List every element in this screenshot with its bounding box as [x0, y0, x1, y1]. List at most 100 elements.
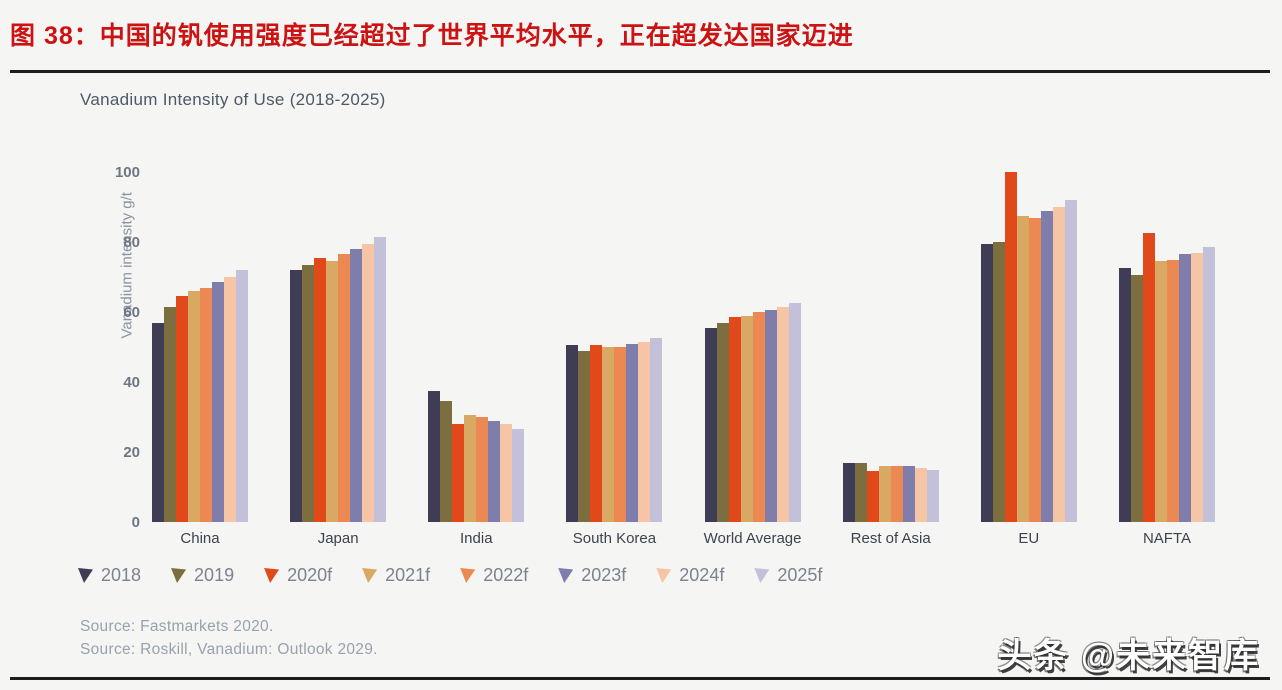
bar-2022f — [476, 417, 489, 522]
legend-item-2021f: 2021f — [362, 565, 430, 586]
bar-group-eu — [980, 150, 1077, 522]
y-tick-label: 0 — [131, 514, 140, 531]
bar-2022f — [200, 287, 212, 522]
x-category-label: India — [460, 530, 493, 547]
legend-triangle-marker-icon — [78, 568, 93, 583]
y-tick-label: 100 — [114, 164, 140, 181]
bar-2024f — [776, 306, 789, 522]
bar-2024f — [362, 243, 375, 522]
bar-2019 — [992, 242, 1005, 522]
legend-triangle-marker-icon — [754, 568, 770, 583]
x-category-label: EU — [1018, 530, 1040, 547]
bar-chart-plot-area — [152, 150, 1215, 522]
bar-2020f — [1004, 172, 1017, 522]
header-divider-line — [10, 70, 1270, 73]
bar-2024f — [1052, 207, 1065, 522]
bar-2022f — [338, 254, 351, 522]
figure-title: 图 38：中国的钒使用强度已经超过了世界平均水平，正在超发达国家迈进 — [10, 22, 854, 50]
x-category-label: NAFTA — [1142, 530, 1192, 547]
source-line-2: Source: Roskill, Vanadium: Outlook 2029. — [80, 641, 378, 658]
legend-item-2022f: 2022f — [460, 565, 528, 586]
bar-2021f — [878, 466, 891, 522]
bar-2025f — [926, 469, 939, 522]
legend-label: 2021f — [385, 565, 431, 585]
legend-triangle-marker-icon — [558, 568, 574, 583]
legend-item-2024f: 2024f — [656, 565, 724, 586]
bar-2023f — [764, 310, 777, 522]
bar-2023f — [1040, 210, 1053, 522]
bar-2018 — [1118, 268, 1131, 522]
bar-2025f — [788, 303, 801, 522]
bar-2018 — [428, 390, 441, 522]
bar-2023f — [902, 466, 915, 522]
bar-2023f — [626, 343, 639, 522]
bar-2022f — [1028, 217, 1041, 522]
bar-2021f — [188, 291, 200, 522]
legend-label: 2024f — [679, 565, 725, 585]
bar-2022f — [1166, 259, 1179, 522]
footer-divider-line — [10, 677, 1270, 680]
bar-2021f — [464, 415, 477, 522]
bar-2025f — [1202, 247, 1215, 522]
legend-label: 2025f — [777, 565, 823, 585]
legend-item-2018: 2018 — [78, 565, 141, 586]
legend-item-2020f: 2020f — [264, 565, 332, 586]
bar-2023f — [1178, 254, 1191, 522]
bar-2024f — [914, 467, 927, 522]
legend-label: 2022f — [483, 565, 529, 585]
bar-2023f — [488, 420, 501, 522]
bar-2019 — [440, 401, 453, 522]
x-category-label: World Average — [703, 530, 802, 547]
bar-2021f — [602, 347, 615, 522]
bar-group-south-korea — [566, 150, 663, 522]
bar-group-japan — [290, 150, 387, 522]
bar-2020f — [314, 257, 327, 522]
source-line-1: Source: Fastmarkets 2020. — [80, 618, 274, 635]
bar-2025f — [236, 270, 248, 522]
bar-2019 — [302, 264, 315, 522]
x-category-label: Japan — [317, 530, 359, 547]
bar-2023f — [212, 282, 224, 522]
bar-2018 — [704, 327, 717, 522]
bar-group-china — [152, 150, 248, 522]
bar-2018 — [290, 270, 303, 522]
bar-group-world-average — [704, 150, 801, 522]
bar-2025f — [512, 429, 525, 522]
legend-triangle-marker-icon — [362, 568, 378, 583]
bar-2020f — [452, 424, 465, 522]
bar-2024f — [500, 424, 513, 522]
bar-2019 — [716, 322, 729, 522]
bar-2021f — [1154, 261, 1167, 522]
watermark-text: 头条 @未来智库 — [997, 637, 1260, 675]
legend-item-2019: 2019 — [171, 565, 234, 586]
y-tick-label: 80 — [123, 234, 140, 251]
x-category-label: Rest of Asia — [850, 530, 931, 547]
legend-triangle-marker-icon — [264, 568, 280, 583]
bar-2024f — [224, 277, 236, 522]
bar-2024f — [1190, 252, 1203, 522]
bar-2022f — [890, 466, 903, 522]
legend-label: 2018 — [101, 565, 142, 585]
bar-group-india — [428, 150, 525, 522]
x-axis-category-labels: China Japan India South Korea World Average R… — [152, 530, 1215, 547]
legend-item-2025f: 2025f — [754, 565, 822, 586]
y-tick-label: 20 — [123, 444, 140, 461]
bar-2020f — [1142, 233, 1155, 522]
legend-label: 2020f — [287, 565, 333, 585]
bar-2022f — [752, 312, 765, 522]
bar-2025f — [374, 236, 387, 522]
y-tick-label: 60 — [123, 304, 140, 321]
legend-triangle-marker-icon — [171, 568, 187, 583]
bar-2020f — [728, 317, 741, 522]
x-category-label: South Korea — [572, 530, 657, 547]
x-category-label: China — [180, 530, 220, 547]
legend-triangle-marker-icon — [460, 568, 476, 583]
bar-2020f — [590, 345, 603, 522]
bar-2024f — [638, 341, 651, 522]
bar-2019 — [1130, 275, 1143, 522]
bar-2021f — [326, 261, 339, 522]
bar-2020f — [866, 471, 879, 522]
legend-label: 2023f — [581, 565, 627, 585]
bar-2019 — [164, 306, 176, 522]
bar-2021f — [740, 315, 753, 522]
